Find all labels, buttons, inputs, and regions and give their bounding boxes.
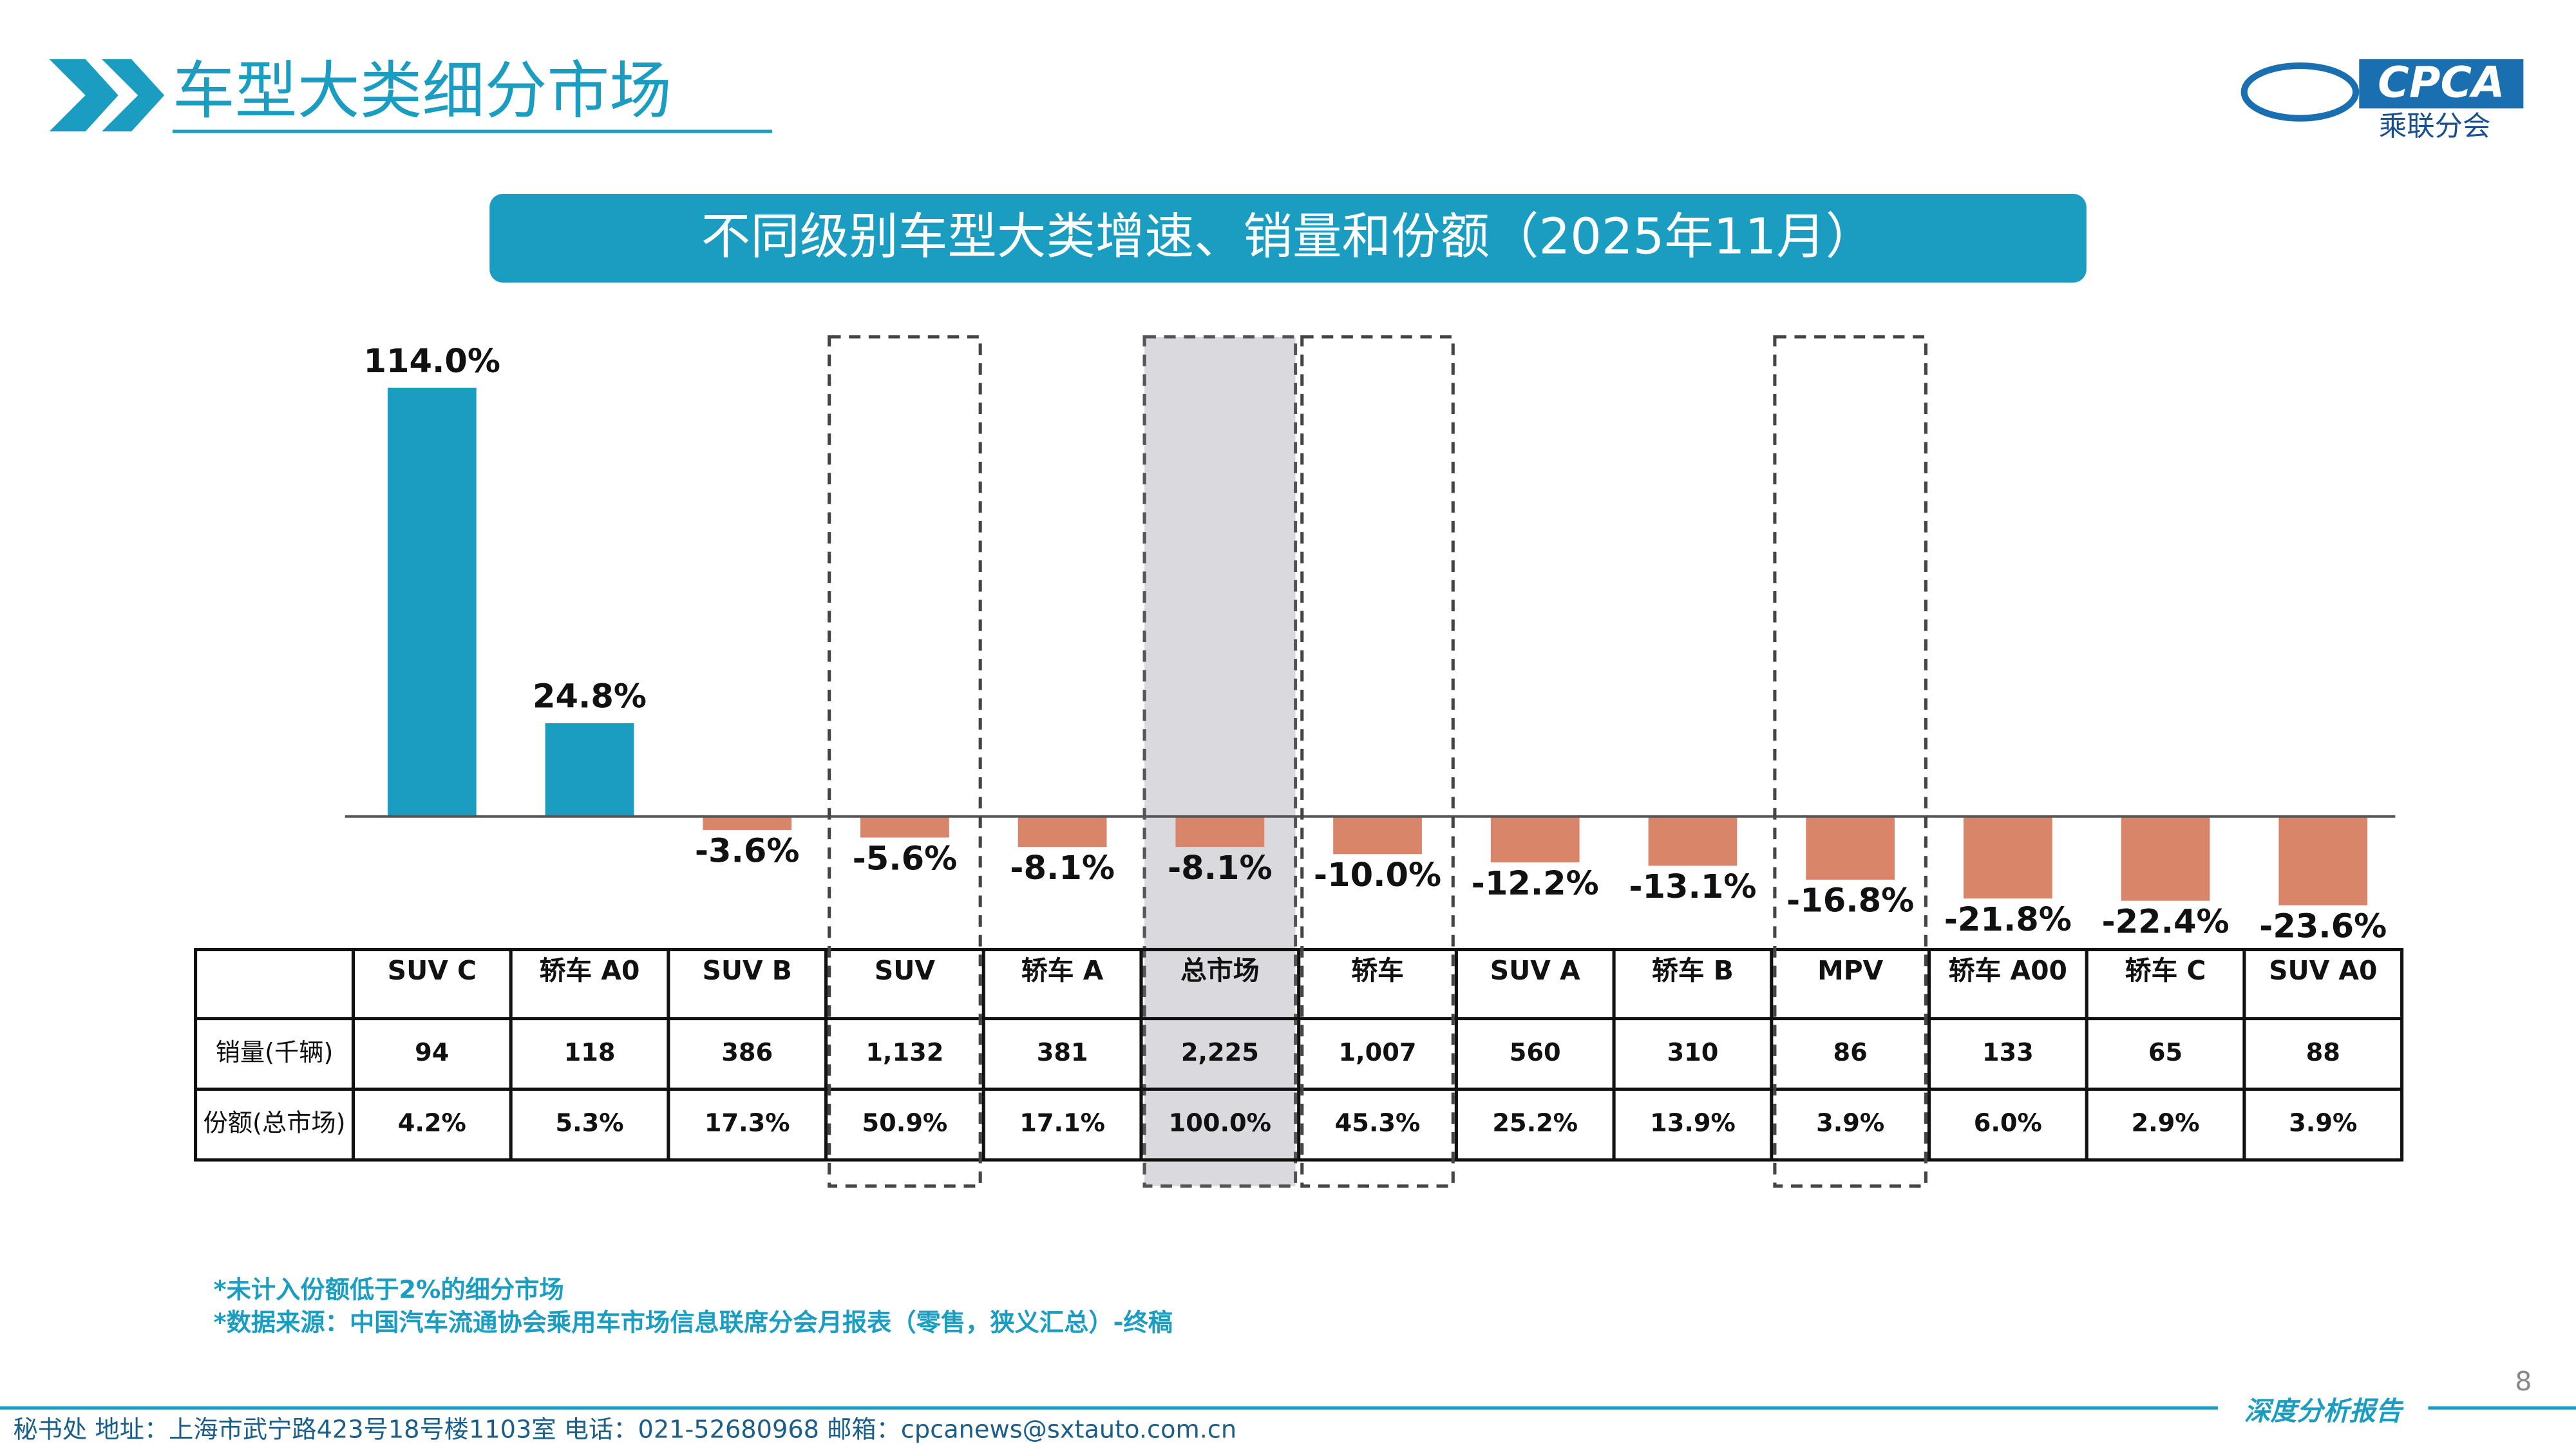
total-shade — [1142, 335, 1298, 1188]
bar — [2121, 816, 2210, 901]
bar — [1175, 816, 1265, 848]
value-label: 114.0% — [364, 343, 500, 381]
category-label: SUV C — [388, 955, 477, 986]
category-label: SUV B — [703, 955, 792, 986]
category-label: 轿车 C — [2125, 955, 2206, 986]
table-cell: 45.3% — [1335, 1109, 1421, 1138]
category-label: SUV A — [1490, 955, 1580, 986]
footnote: *数据来源：中国汽车流通协会乘用车市场信息联席分会月报表（零售，狭义汇总）-终稿 — [214, 1309, 1173, 1338]
table-cell: 6.0% — [1974, 1109, 2042, 1138]
footnote: *未计入份额低于2%的细分市场 — [214, 1276, 564, 1305]
bar — [1963, 816, 2052, 899]
banner — [489, 194, 2087, 283]
chart: 114.0% 24.8% -3.6% -5.6% -8.1% -8.1% -10.0% -12… — [194, 335, 2404, 1188]
value-label: -13.1% — [1629, 868, 1756, 906]
bar — [1806, 816, 1895, 880]
table-cell: 50.9% — [862, 1109, 948, 1138]
table-cell: 3.9% — [2289, 1109, 2357, 1138]
table-cell: 5.3% — [555, 1109, 623, 1138]
table-cell: 100.0% — [1169, 1109, 1271, 1138]
table-cell: 25.2% — [1492, 1109, 1578, 1138]
table-cell: 4.2% — [398, 1109, 466, 1138]
chevrons — [49, 59, 165, 132]
table-cell: 17.3% — [705, 1109, 790, 1138]
category-label: MPV — [1817, 955, 1883, 986]
footer-tag: 深度分析报告 — [2244, 1396, 2405, 1426]
logo-box — [2359, 59, 2524, 109]
table-cell: 118 — [564, 1038, 616, 1067]
table-cell: 94 — [415, 1038, 449, 1067]
value-label: -23.6% — [2259, 907, 2387, 945]
bar — [1018, 816, 1107, 848]
banner-text: 不同级别车型大类增速、销量和份额（2025年11月） — [701, 208, 1875, 265]
category-label: 轿车 A0 — [540, 955, 640, 986]
table-cell: 381 — [1037, 1038, 1088, 1067]
bar — [1333, 816, 1422, 855]
page-title: 车型大类细分市场 — [173, 54, 672, 127]
logo-abbr: CPCA — [2378, 57, 2505, 108]
value-label: -16.8% — [1786, 882, 1914, 920]
category-label: 轿车 A00 — [1949, 955, 2067, 986]
bar — [545, 723, 634, 817]
logo-name: 乘联分会 — [2379, 110, 2490, 142]
value-label: -8.1% — [1010, 849, 1115, 887]
bar — [1648, 816, 1738, 866]
table-cell: 2.9% — [2131, 1109, 2199, 1138]
table-cell: 86 — [1833, 1038, 1868, 1067]
table-cell: 65 — [2148, 1038, 2183, 1067]
value-label: -22.4% — [2101, 903, 2229, 941]
table-cell: 13.9% — [1650, 1109, 1736, 1138]
bar — [703, 816, 792, 830]
bar — [860, 816, 949, 838]
logo-mark — [2240, 62, 2360, 122]
table-cell: 133 — [1982, 1038, 2034, 1067]
value-label: -3.6% — [695, 833, 800, 871]
highlight-box — [1300, 335, 1455, 1188]
category-label: 总市场 — [1180, 955, 1259, 986]
page-number: 8 — [2515, 1366, 2532, 1397]
value-label: -10.0% — [1314, 857, 1441, 895]
table-cell: 3.9% — [1816, 1109, 1884, 1138]
row-label: 份额(总市场) — [203, 1109, 345, 1138]
category-label: 轿车 A — [1021, 955, 1104, 986]
table-cell: 1,007 — [1339, 1038, 1417, 1067]
category-label: 轿车 B — [1652, 955, 1734, 986]
table-cell: 17.1% — [1019, 1109, 1105, 1138]
highlight-box — [1773, 335, 1927, 1188]
table-cell: 560 — [1510, 1038, 1561, 1067]
table-cell: 2,225 — [1181, 1038, 1259, 1067]
category-label: SUV — [875, 955, 936, 986]
value-label: -12.2% — [1472, 865, 1599, 903]
value-label: -5.6% — [853, 840, 958, 878]
category-label: 轿车 — [1351, 955, 1404, 986]
value-label: 24.8% — [533, 678, 647, 716]
bar — [387, 388, 477, 817]
highlight-box — [828, 335, 982, 1188]
bar — [2278, 816, 2368, 905]
table-cell: 1,132 — [866, 1038, 943, 1067]
row-label: 销量(千辆) — [216, 1038, 334, 1067]
value-label: -21.8% — [1944, 901, 2072, 939]
bar — [1490, 816, 1580, 863]
footer-address: 秘书处 地址：上海市武宁路423号18号楼1103室 电话：021-526809… — [13, 1415, 1236, 1444]
table-cell: 310 — [1667, 1038, 1719, 1067]
value-label: -8.1% — [1168, 849, 1273, 887]
table-cell: 386 — [721, 1038, 773, 1067]
table-cell: 88 — [2306, 1038, 2340, 1067]
category-label: SUV A0 — [2269, 955, 2377, 986]
